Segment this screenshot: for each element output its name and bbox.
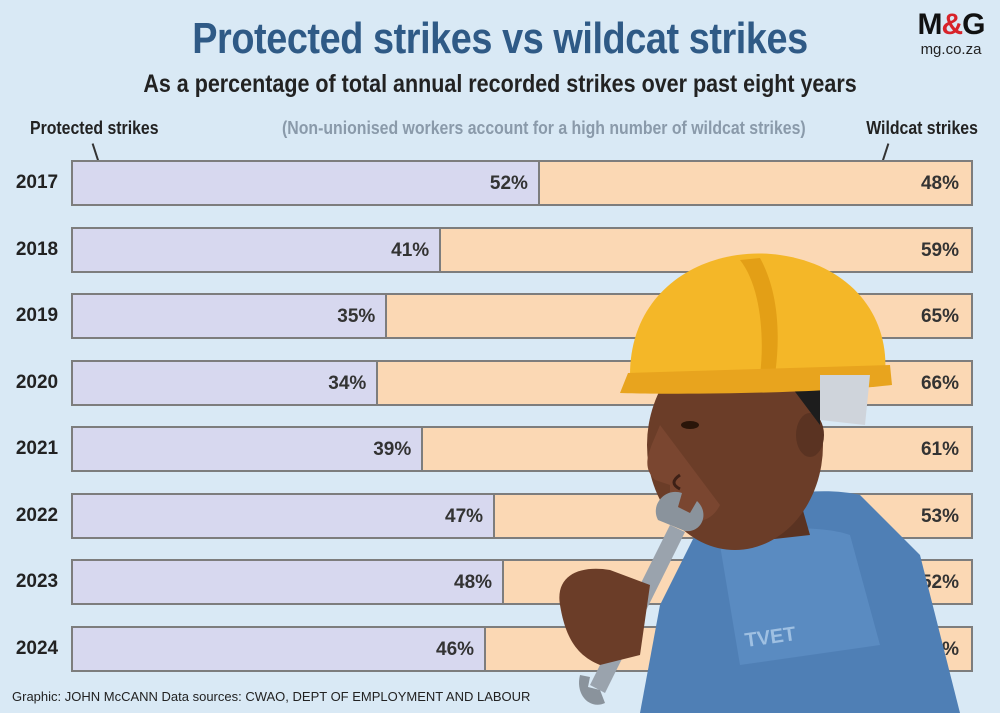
value-label-protected: 46%: [436, 639, 475, 660]
bar-protected: 48%: [73, 561, 505, 603]
bar-row: 35% 65%: [71, 293, 973, 339]
bar-row: 48% 52%: [71, 559, 973, 605]
value-label-wildcat: 52%: [920, 572, 959, 593]
bar-wildcat: 53%: [495, 495, 971, 537]
year-label: 2017: [15, 172, 59, 193]
value-label-wildcat: 59%: [920, 240, 959, 261]
bar-protected: 34%: [73, 362, 379, 404]
bar-row: 47% 53%: [71, 493, 973, 539]
bar-protected: 52%: [73, 162, 540, 204]
bar-protected: 46%: [73, 628, 487, 670]
year-label: 2020: [15, 372, 59, 393]
value-label-protected: 39%: [373, 439, 412, 460]
value-label-wildcat: 53%: [920, 506, 959, 527]
value-label-protected: 52%: [489, 173, 528, 194]
bar-protected: 35%: [73, 295, 388, 337]
value-label-protected: 34%: [328, 373, 367, 394]
logo-mark: M&G: [917, 8, 985, 41]
value-label-protected: 41%: [391, 240, 430, 261]
value-label-protected: 35%: [337, 306, 376, 327]
legend-note: (Non-unionised workers account for a hig…: [282, 118, 806, 138]
year-label: 2021: [15, 438, 59, 459]
bar-row: 41% 59%: [71, 227, 973, 273]
chart-subtitle: As a percentage of total annual recorded…: [143, 70, 857, 98]
bar-row: 34% 66%: [71, 360, 973, 406]
logo-url: mg.co.za: [920, 41, 982, 58]
year-label: 2022: [15, 505, 59, 526]
bar-row: 52% 48%: [71, 160, 973, 206]
value-label-wildcat: 48%: [920, 173, 959, 194]
bar-protected: 41%: [73, 229, 442, 271]
bar-wildcat: 61%: [423, 428, 971, 470]
legend-protected: Protected strikes: [30, 118, 159, 138]
value-label-wildcat: 54%: [920, 639, 959, 660]
bar-wildcat: 65%: [387, 295, 971, 337]
value-label-wildcat: 65%: [920, 306, 959, 327]
bar-wildcat: 59%: [441, 229, 971, 271]
bar-wildcat: 54%: [486, 628, 971, 670]
mg-logo: M&G mg.co.za: [908, 8, 994, 58]
year-label: 2024: [15, 638, 59, 659]
year-label: 2018: [15, 239, 59, 260]
value-label-wildcat: 61%: [920, 439, 959, 460]
value-label-wildcat: 66%: [920, 373, 959, 394]
bar-protected: 39%: [73, 428, 424, 470]
bar-row: 39% 61%: [71, 426, 973, 472]
year-label: 2019: [15, 305, 59, 326]
value-label-protected: 48%: [454, 572, 493, 593]
value-label-protected: 47%: [445, 506, 484, 527]
bar-wildcat: 52%: [504, 561, 971, 603]
chart-title: Protected strikes vs wildcat strikes: [192, 14, 808, 63]
footer-credits: Graphic: JOHN McCANN Data sources: CWAO,…: [12, 689, 531, 704]
bar-row: 46% 54%: [71, 626, 973, 672]
bar-protected: 47%: [73, 495, 496, 537]
legend-wildcat: Wildcat strikes: [866, 118, 978, 138]
bar-wildcat: 66%: [378, 362, 971, 404]
year-label: 2023: [15, 571, 59, 592]
bar-wildcat: 48%: [540, 162, 971, 204]
